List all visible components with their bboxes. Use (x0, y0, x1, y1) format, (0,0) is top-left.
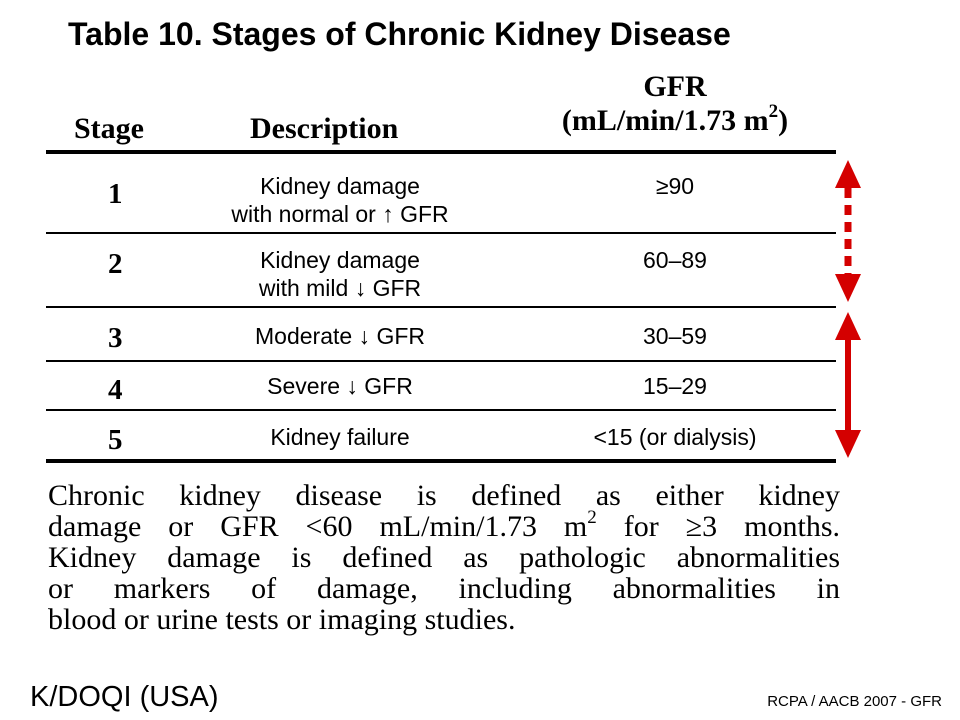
row-5-stage: 5 (108, 424, 123, 456)
row-2-stage: 2 (108, 248, 123, 280)
row-2-description: Kidney damage with mild ↓ GFR (258, 247, 422, 301)
solid-double-arrow-icon (835, 312, 861, 458)
paragraph-line: or markers of damage, including abnormal… (48, 572, 840, 605)
paragraph-line: Kidney damage is defined as pathologic a… (48, 541, 840, 574)
source-label: K/DOQI (USA) (30, 681, 219, 713)
row-3-stage: 3 (108, 322, 123, 354)
row-4-gfr: 15–29 (643, 373, 707, 399)
header-stage: Stage (74, 112, 144, 145)
row-1-gfr: ≥90 (655, 173, 695, 199)
row-4-description: Severe ↓ GFR (267, 373, 413, 399)
row-1-description: Kidney damage with normal or ↑ GFR (231, 173, 449, 227)
table-title: Table 10. Stages of Chronic Kidney Disea… (68, 16, 731, 52)
arrow-head-up (835, 160, 861, 188)
arrow-head-down (835, 274, 861, 302)
paragraph-line: blood or urine tests or imaging studies. (48, 603, 516, 636)
row-divider (46, 306, 836, 308)
row-3-description: Moderate ↓ GFR (255, 323, 425, 349)
row-5-description: Kidney failure (270, 424, 410, 450)
row-divider (46, 409, 836, 411)
table-bottom-rule (46, 459, 836, 463)
header-gfr-units: (mL/min/1.73 m2) (561, 101, 789, 137)
row-divider (46, 232, 836, 234)
credit-label: RCPA / AACB 2007 - GFR (767, 693, 942, 710)
row-5-gfr: <15 (or dialysis) (593, 424, 757, 450)
header-description: Description (250, 112, 399, 145)
header-gfr: GFR (mL/min/1.73 m2) (525, 70, 825, 138)
paragraph-line: Chronic kidney disease is defined as eit… (48, 479, 840, 512)
definition-paragraph: Chronic kidney disease is defined as eit… (48, 480, 840, 635)
row-4-stage: 4 (108, 374, 123, 406)
row-1-stage: 1 (108, 178, 123, 210)
arrow-head-down (835, 430, 861, 458)
row-divider (46, 360, 836, 362)
dotted-double-arrow-icon (835, 160, 861, 302)
row-2-gfr: 60–89 (643, 247, 707, 273)
row-3-gfr: 30–59 (643, 323, 707, 349)
header-gfr-label: GFR (643, 70, 707, 103)
arrow-head-up (835, 312, 861, 340)
header-rule (46, 150, 836, 154)
paragraph-line: damage or GFR <60 mL/min/1.73 m2 for ≥3 … (48, 507, 841, 543)
